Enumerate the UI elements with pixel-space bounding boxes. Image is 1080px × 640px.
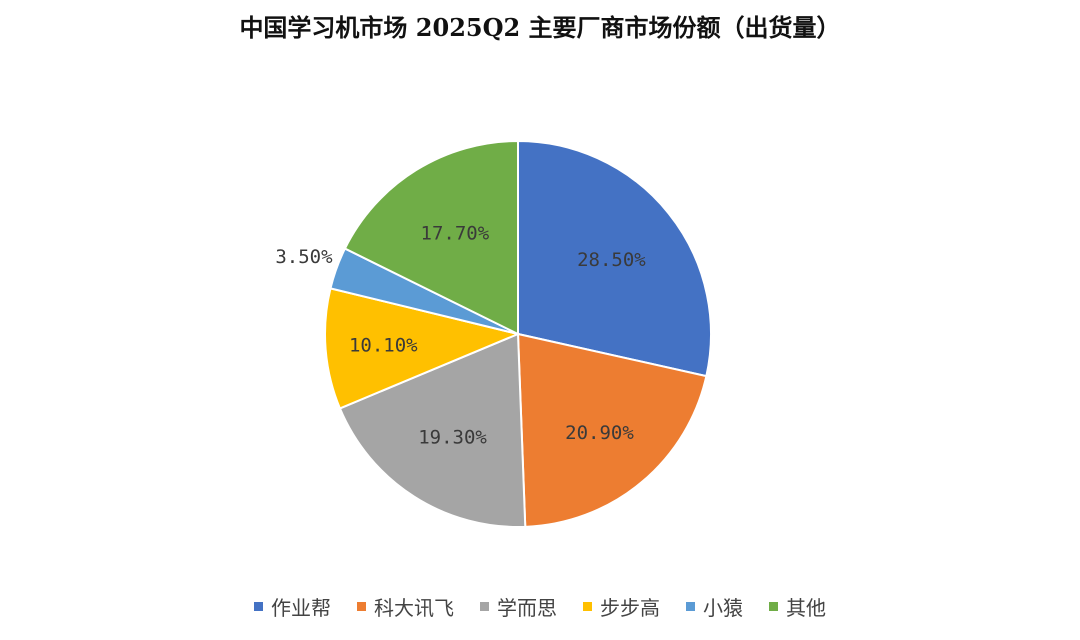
legend-label: 步步高	[600, 596, 660, 620]
legend-item-5: 小猿	[686, 592, 743, 621]
legend-item-3: 学而思	[480, 592, 557, 621]
legend-swatch	[357, 602, 366, 611]
pie-slice-6	[343, 139, 519, 336]
legend: 作业帮 科大讯飞 学而思 步步高 小猿 其他	[0, 592, 1080, 621]
pie-slice-4	[324, 287, 522, 410]
data-label-6: 17.70%	[421, 222, 490, 244]
pie-slice-2	[516, 332, 708, 528]
legend-item-4: 步步高	[583, 592, 660, 621]
legend-label: 作业帮	[271, 596, 331, 620]
legend-label: 其他	[786, 596, 826, 620]
legend-label: 小猿	[703, 596, 743, 620]
pie-slice-3	[338, 332, 527, 528]
legend-label: 学而思	[497, 596, 557, 620]
legend-item-2: 科大讯飞	[357, 592, 454, 621]
legend-item-6: 其他	[769, 592, 826, 621]
chart-title: 中国学习机市场 2025Q2 主要厂商市场份额（出货量）	[239, 13, 841, 42]
pie-slice-1	[517, 139, 712, 378]
legend-label: 科大讯飞	[374, 596, 454, 620]
data-label-1: 28.50%	[577, 249, 646, 271]
data-label-3: 19.30%	[418, 426, 487, 448]
legend-swatch	[583, 602, 592, 611]
legend-swatch	[686, 602, 695, 611]
legend-swatch	[769, 602, 778, 611]
data-label-2: 20.90%	[565, 422, 634, 444]
legend-item-1: 作业帮	[254, 592, 331, 621]
data-label-4: 10.10%	[349, 335, 418, 357]
data-label-5: 3.50%	[275, 246, 333, 268]
legend-swatch	[254, 602, 263, 611]
legend-swatch	[480, 602, 489, 611]
